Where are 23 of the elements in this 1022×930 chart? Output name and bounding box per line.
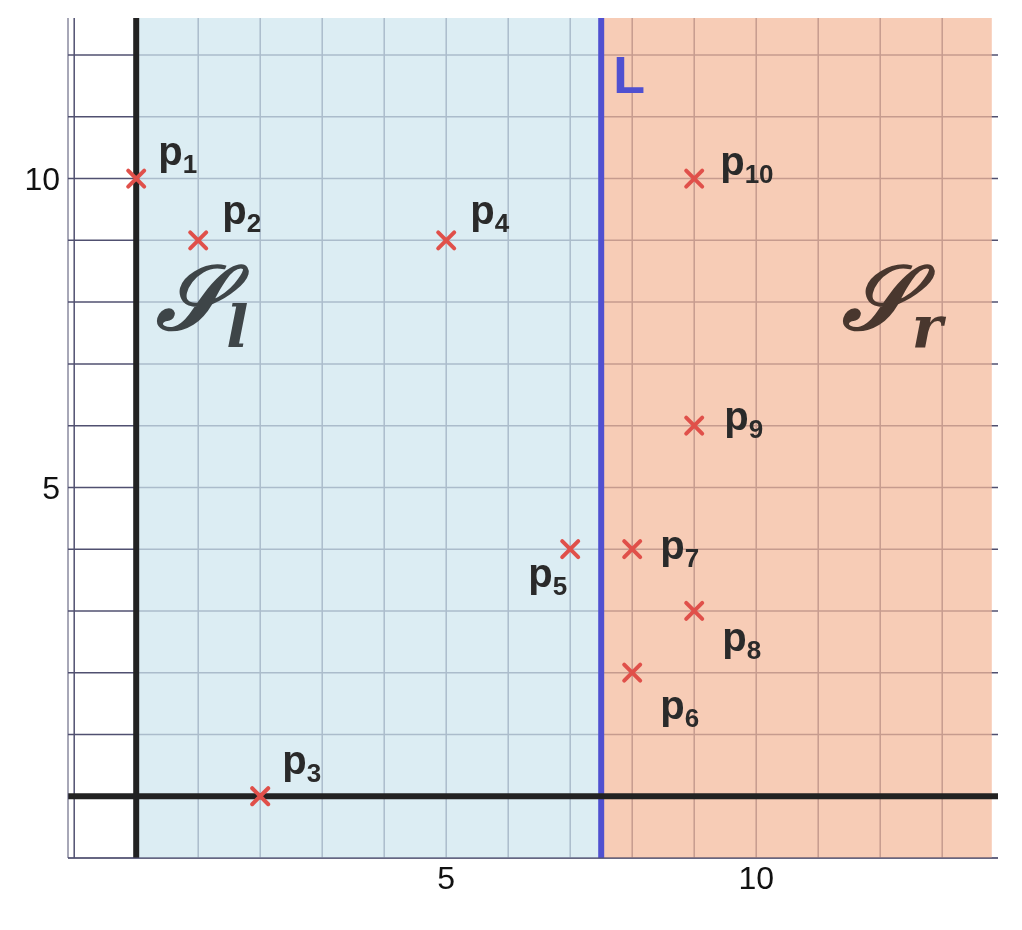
annotation: p$_{9}$ — [724, 393, 764, 444]
annotation: p$_{10}$ — [720, 138, 774, 189]
annotation: p$_{4}$ — [470, 188, 510, 239]
band-label: 𝒮$_{l}$ — [155, 243, 251, 361]
point — [684, 168, 705, 189]
annotation: p$_{5}$ — [528, 551, 568, 601]
point — [436, 230, 457, 251]
annotation: p$_{3}$ — [282, 738, 322, 789]
ref-line-label: L — [613, 46, 645, 104]
point — [250, 786, 271, 807]
point — [684, 600, 705, 621]
point — [684, 415, 705, 436]
band-label: 𝒮$_{r}$ — [840, 243, 947, 361]
point — [188, 230, 209, 251]
point — [622, 662, 643, 683]
annotation: p$_{2}$ — [222, 188, 262, 239]
annotation: p$_{8}$ — [722, 614, 762, 665]
annotation: p$_{1}$ — [158, 128, 198, 179]
point — [622, 539, 643, 560]
point — [560, 539, 581, 560]
point — [126, 168, 147, 189]
annotation: p$_{7}$ — [660, 523, 700, 573]
annotation: p$_{6}$ — [660, 682, 700, 733]
